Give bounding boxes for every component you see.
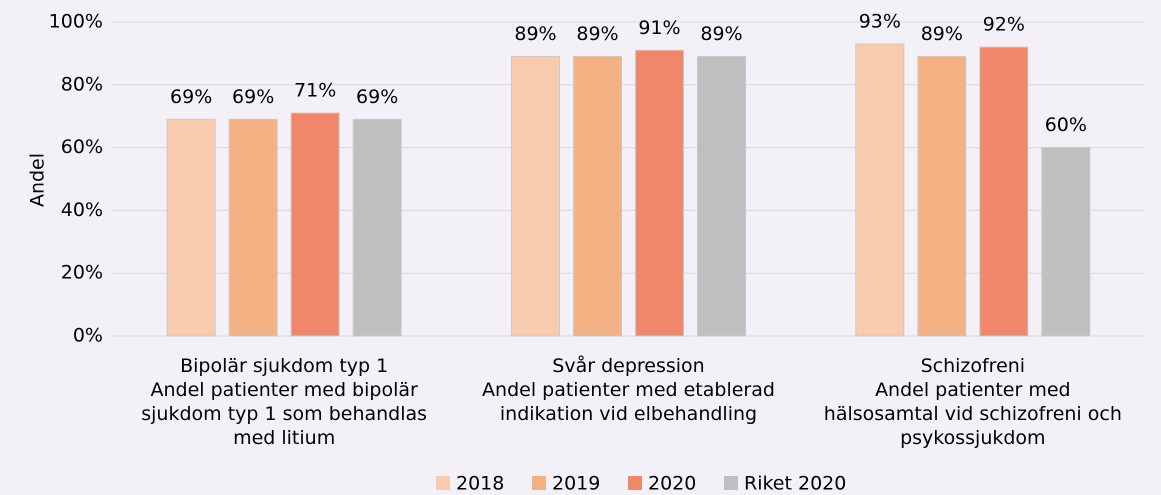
bar xyxy=(228,118,278,337)
legend-swatch xyxy=(532,476,546,490)
y-tick-label: 80% xyxy=(61,73,103,95)
bar xyxy=(635,49,684,337)
value-label: 89% xyxy=(576,23,618,45)
bar xyxy=(573,56,622,337)
y-tick-label: 20% xyxy=(61,262,103,284)
bar xyxy=(166,118,216,337)
x-tick-label: Svår depression Andel patienter med etab… xyxy=(482,355,775,425)
legend-swatch xyxy=(436,476,450,490)
legend-swatch xyxy=(628,476,642,490)
value-label: 92% xyxy=(983,14,1025,36)
bar xyxy=(917,56,967,337)
bar xyxy=(697,56,746,337)
bar xyxy=(855,43,905,337)
value-label: 60% xyxy=(1045,114,1087,136)
bar xyxy=(352,118,402,337)
y-tick-label: 100% xyxy=(49,11,103,33)
bar xyxy=(290,112,340,337)
legend-label: 2018 xyxy=(456,473,504,495)
value-label: 89% xyxy=(700,23,742,45)
value-label: 89% xyxy=(921,23,963,45)
bar xyxy=(979,46,1029,337)
value-label: 89% xyxy=(514,23,556,45)
y-tick-label: 0% xyxy=(73,325,103,347)
y-tick-label: 40% xyxy=(61,199,103,221)
value-label: 69% xyxy=(356,86,398,108)
x-tick-label: Schizofreni Andel patienter med hälsosam… xyxy=(823,355,1122,449)
legend-label: 2020 xyxy=(648,473,696,495)
y-axis-title: Andel xyxy=(27,153,49,207)
value-label: 93% xyxy=(859,10,901,32)
y-tick-label: 60% xyxy=(61,136,103,158)
value-label: 91% xyxy=(638,17,680,39)
legend-label: Riket 2020 xyxy=(744,473,846,495)
value-label: 71% xyxy=(294,80,336,102)
legend-label: 2019 xyxy=(552,473,600,495)
x-tick-label: Bipolär sjukdom typ 1 Andel patienter me… xyxy=(141,355,428,449)
legend-swatch xyxy=(724,476,738,490)
value-label: 69% xyxy=(232,86,274,108)
value-label: 69% xyxy=(170,86,212,108)
bar xyxy=(511,56,560,337)
bar xyxy=(1041,147,1091,337)
